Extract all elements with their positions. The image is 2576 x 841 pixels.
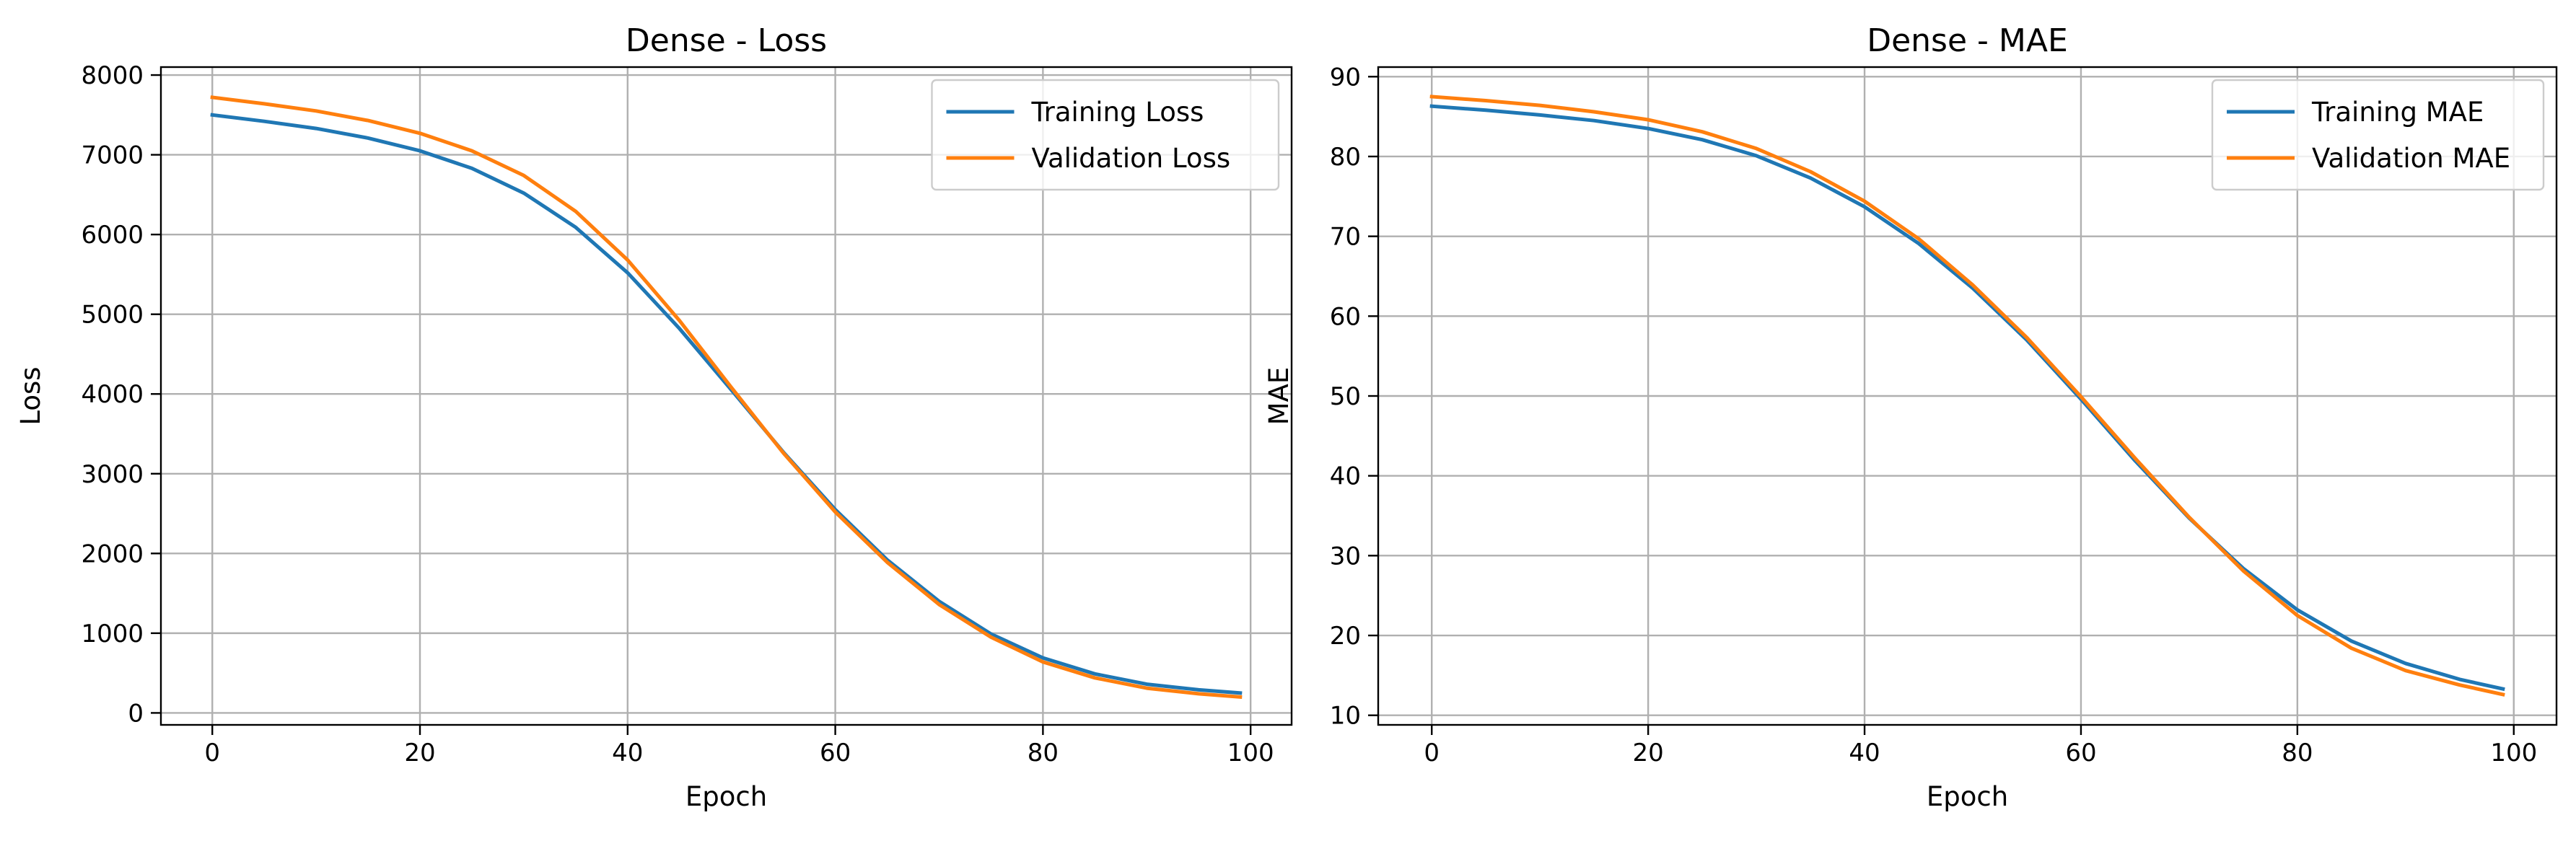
- loss-x-tick-label-0: 0: [204, 739, 220, 767]
- mae-x-tick-label-3: 60: [2065, 739, 2096, 767]
- loss-y-tick-label-8: 8000: [81, 61, 144, 90]
- mae-y-ticks: 10 20 30 40 50 60 70 80 90: [1330, 63, 1378, 731]
- loss-y-tick-label-5: 5000: [81, 301, 144, 330]
- loss-series-line-1: [210, 95, 1243, 699]
- loss-x-axis-label: Epoch: [685, 781, 767, 812]
- mae-series-line-1: [1429, 94, 2505, 697]
- mae-chart-title: Dense - MAE: [1867, 22, 2068, 59]
- loss-legend: Training Loss Validation Loss: [931, 79, 1280, 191]
- mae-series-line-0: [1429, 104, 2505, 692]
- loss-y-axis-label: Loss: [15, 366, 46, 425]
- mae-grid: [1378, 67, 2557, 725]
- loss-y-tick-label-6: 6000: [81, 221, 144, 250]
- mae-series-lines: [1429, 94, 2505, 697]
- mae-legend-box: [2211, 79, 2545, 191]
- mae-x-ticks: 0 20 40 60 80 100: [1424, 725, 2537, 767]
- loss-x-tick-label-1: 20: [404, 739, 435, 767]
- loss-y-tick-label-3: 3000: [81, 460, 144, 489]
- mae-y-tick-label-8: 90: [1330, 63, 1361, 92]
- loss-legend-label-0: Training Loss: [1031, 97, 1204, 128]
- loss-x-tick-label-4: 80: [1028, 739, 1059, 767]
- mae-legend-label-1: Validation MAE: [2312, 143, 2510, 174]
- mae-y-tick-label-4: 50: [1330, 382, 1361, 411]
- loss-y-tick-label-1: 1000: [81, 620, 144, 648]
- mae-y-tick-label-3: 40: [1330, 462, 1361, 491]
- mae-x-axis-label: Epoch: [1927, 781, 2008, 812]
- loss-y-tick-label-4: 4000: [81, 380, 144, 409]
- mae-x-tick-label-1: 20: [1633, 739, 1664, 767]
- mae-y-tick-label-6: 70: [1330, 223, 1361, 252]
- loss-x-tick-label-2: 40: [612, 739, 643, 767]
- loss-y-tick-label-7: 7000: [81, 141, 144, 170]
- mae-x-tick-label-5: 100: [2490, 739, 2537, 767]
- loss-panel: 0 20 40 60 80 100 0 1000 2000 3000 4000 5000 6000 70…: [15, 22, 1293, 812]
- mae-panel: 0 20 40 60 80 100 10 20 30 40 50 60 70 80 90 Dense - …: [1263, 22, 2558, 812]
- mae-x-tick-label-0: 0: [1424, 739, 1440, 767]
- mae-y-tick-label-7: 80: [1330, 143, 1361, 172]
- loss-y-tick-label-2: 2000: [81, 540, 144, 568]
- mae-y-tick-label-5: 60: [1330, 302, 1361, 331]
- loss-x-tick-label-3: 60: [820, 739, 851, 767]
- mae-y-tick-label-1: 20: [1330, 622, 1361, 651]
- mae-x-tick-label-4: 80: [2282, 739, 2313, 767]
- mae-y-tick-label-0: 10: [1330, 702, 1361, 731]
- loss-y-ticks: 0 1000 2000 3000 4000 5000 6000 7000 8000: [81, 61, 161, 728]
- loss-plot-frame: [159, 66, 1293, 726]
- loss-legend-box: [931, 79, 1280, 191]
- loss-y-tick-label-0: 0: [128, 699, 144, 728]
- mae-x-tick-label-2: 40: [1849, 739, 1880, 767]
- mae-y-axis-label: MAE: [1263, 367, 1294, 426]
- loss-x-tick-label-5: 100: [1227, 739, 1274, 767]
- loss-grid: [161, 67, 1292, 725]
- mae-legend: Training MAE Validation MAE: [2211, 79, 2545, 191]
- mae-y-tick-label-2: 30: [1330, 542, 1361, 571]
- loss-x-ticks: 0 20 40 60 80 100: [204, 725, 1274, 767]
- loss-chart-title: Dense - Loss: [626, 22, 827, 59]
- loss-legend-label-1: Validation Loss: [1032, 143, 1231, 174]
- mae-legend-label-0: Training MAE: [2311, 97, 2484, 128]
- loss-series-lines: [210, 95, 1243, 699]
